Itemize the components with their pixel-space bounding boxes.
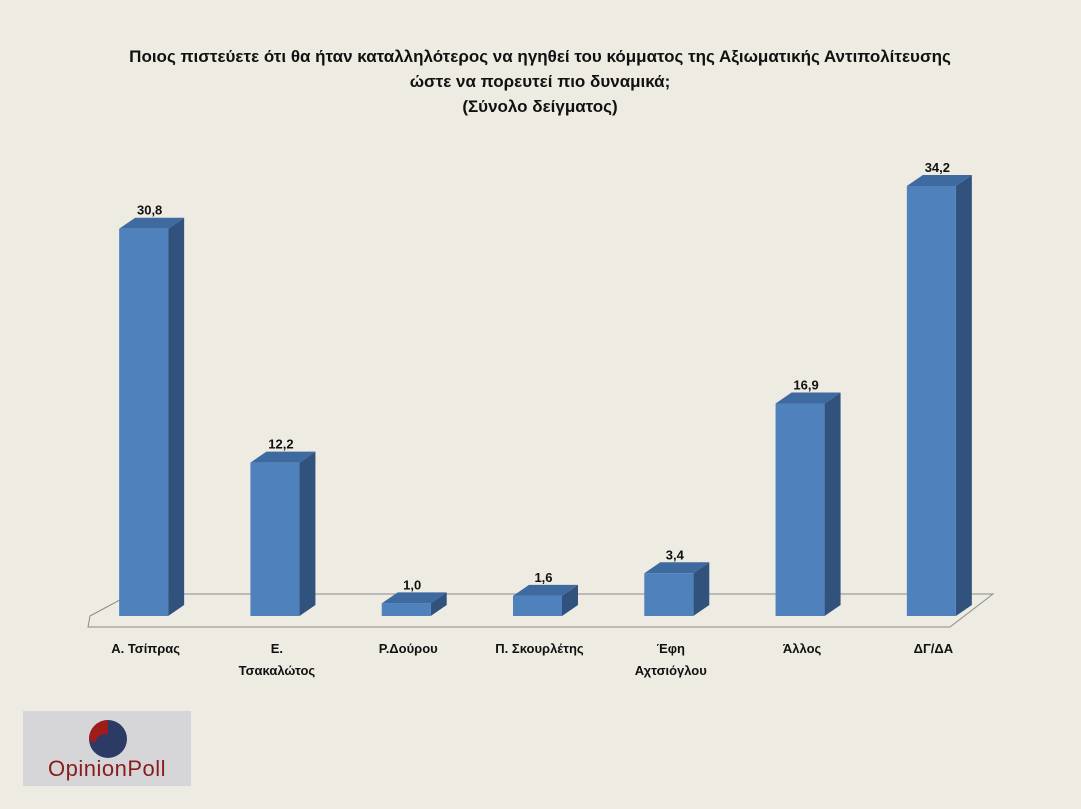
bar-6 [906, 175, 972, 616]
bar-front [513, 595, 562, 616]
bar-front [644, 573, 694, 616]
data-label: 1,0 [403, 577, 421, 592]
category-label: Έφη Αχτσιόγλου [635, 641, 708, 678]
bar-front [906, 186, 956, 616]
bar-side [299, 451, 316, 616]
bar-top [906, 175, 972, 186]
bar-side [562, 584, 578, 616]
logo-text: OpinionPoll [47, 756, 166, 781]
bar-side [168, 217, 185, 616]
bar-side [955, 175, 972, 616]
bar-front [381, 603, 431, 616]
bar-top [644, 562, 710, 574]
bar-top [119, 217, 185, 229]
category-label: Α. Τσίπρας [111, 641, 180, 656]
data-label: 34,2 [925, 160, 950, 175]
opinionpoll-logo: OpinionPoll [23, 711, 191, 786]
chart-title-line-2: ώστε να πορευτεί πιο δυναμικά; [409, 72, 671, 91]
chart-title-line-3: (Σύνολο δείγματος) [462, 97, 618, 116]
bar-front [775, 403, 825, 616]
bar-chart: 30,8 12,2 1,0 1,6 3,4 16,9 34,2 Α. Τσίπρας Ε. Τσ… [87, 160, 995, 678]
bar-4 [644, 562, 710, 616]
bar-0 [119, 217, 185, 616]
bar-top [381, 592, 447, 604]
category-label: ΔΓ/ΔΑ [914, 641, 954, 656]
data-label: 12,2 [268, 437, 293, 452]
category-label: Π. Σκουρλέτης [495, 641, 584, 656]
bar-side [824, 392, 841, 616]
category-label: Ρ.Δούρου [379, 641, 438, 656]
data-label: 30,8 [137, 203, 162, 218]
bar-top [513, 584, 578, 596]
logo-circle-icon [88, 720, 127, 758]
data-label: 16,9 [793, 378, 818, 393]
bar-top [775, 392, 841, 404]
bar-top [250, 451, 316, 463]
bar-side [693, 562, 710, 616]
bar-3 [513, 584, 578, 616]
bar-side [430, 592, 447, 616]
bar-front [119, 228, 169, 616]
bar-front [250, 462, 300, 616]
data-label: 3,4 [666, 547, 685, 562]
chart-title: Ποιος πιστεύετε ότι θα ήταν καταλληλότερ… [40, 44, 1040, 119]
bar-5 [775, 392, 841, 616]
data-label: 1,6 [534, 570, 552, 585]
category-label: Ε. Τσακαλώτος [239, 641, 316, 678]
category-label: Άλλος [783, 641, 822, 656]
chart-title-line-1: Ποιος πιστεύετε ότι θα ήταν καταλληλότερ… [129, 47, 951, 66]
bar-1 [250, 451, 316, 616]
bar-2 [381, 592, 447, 616]
